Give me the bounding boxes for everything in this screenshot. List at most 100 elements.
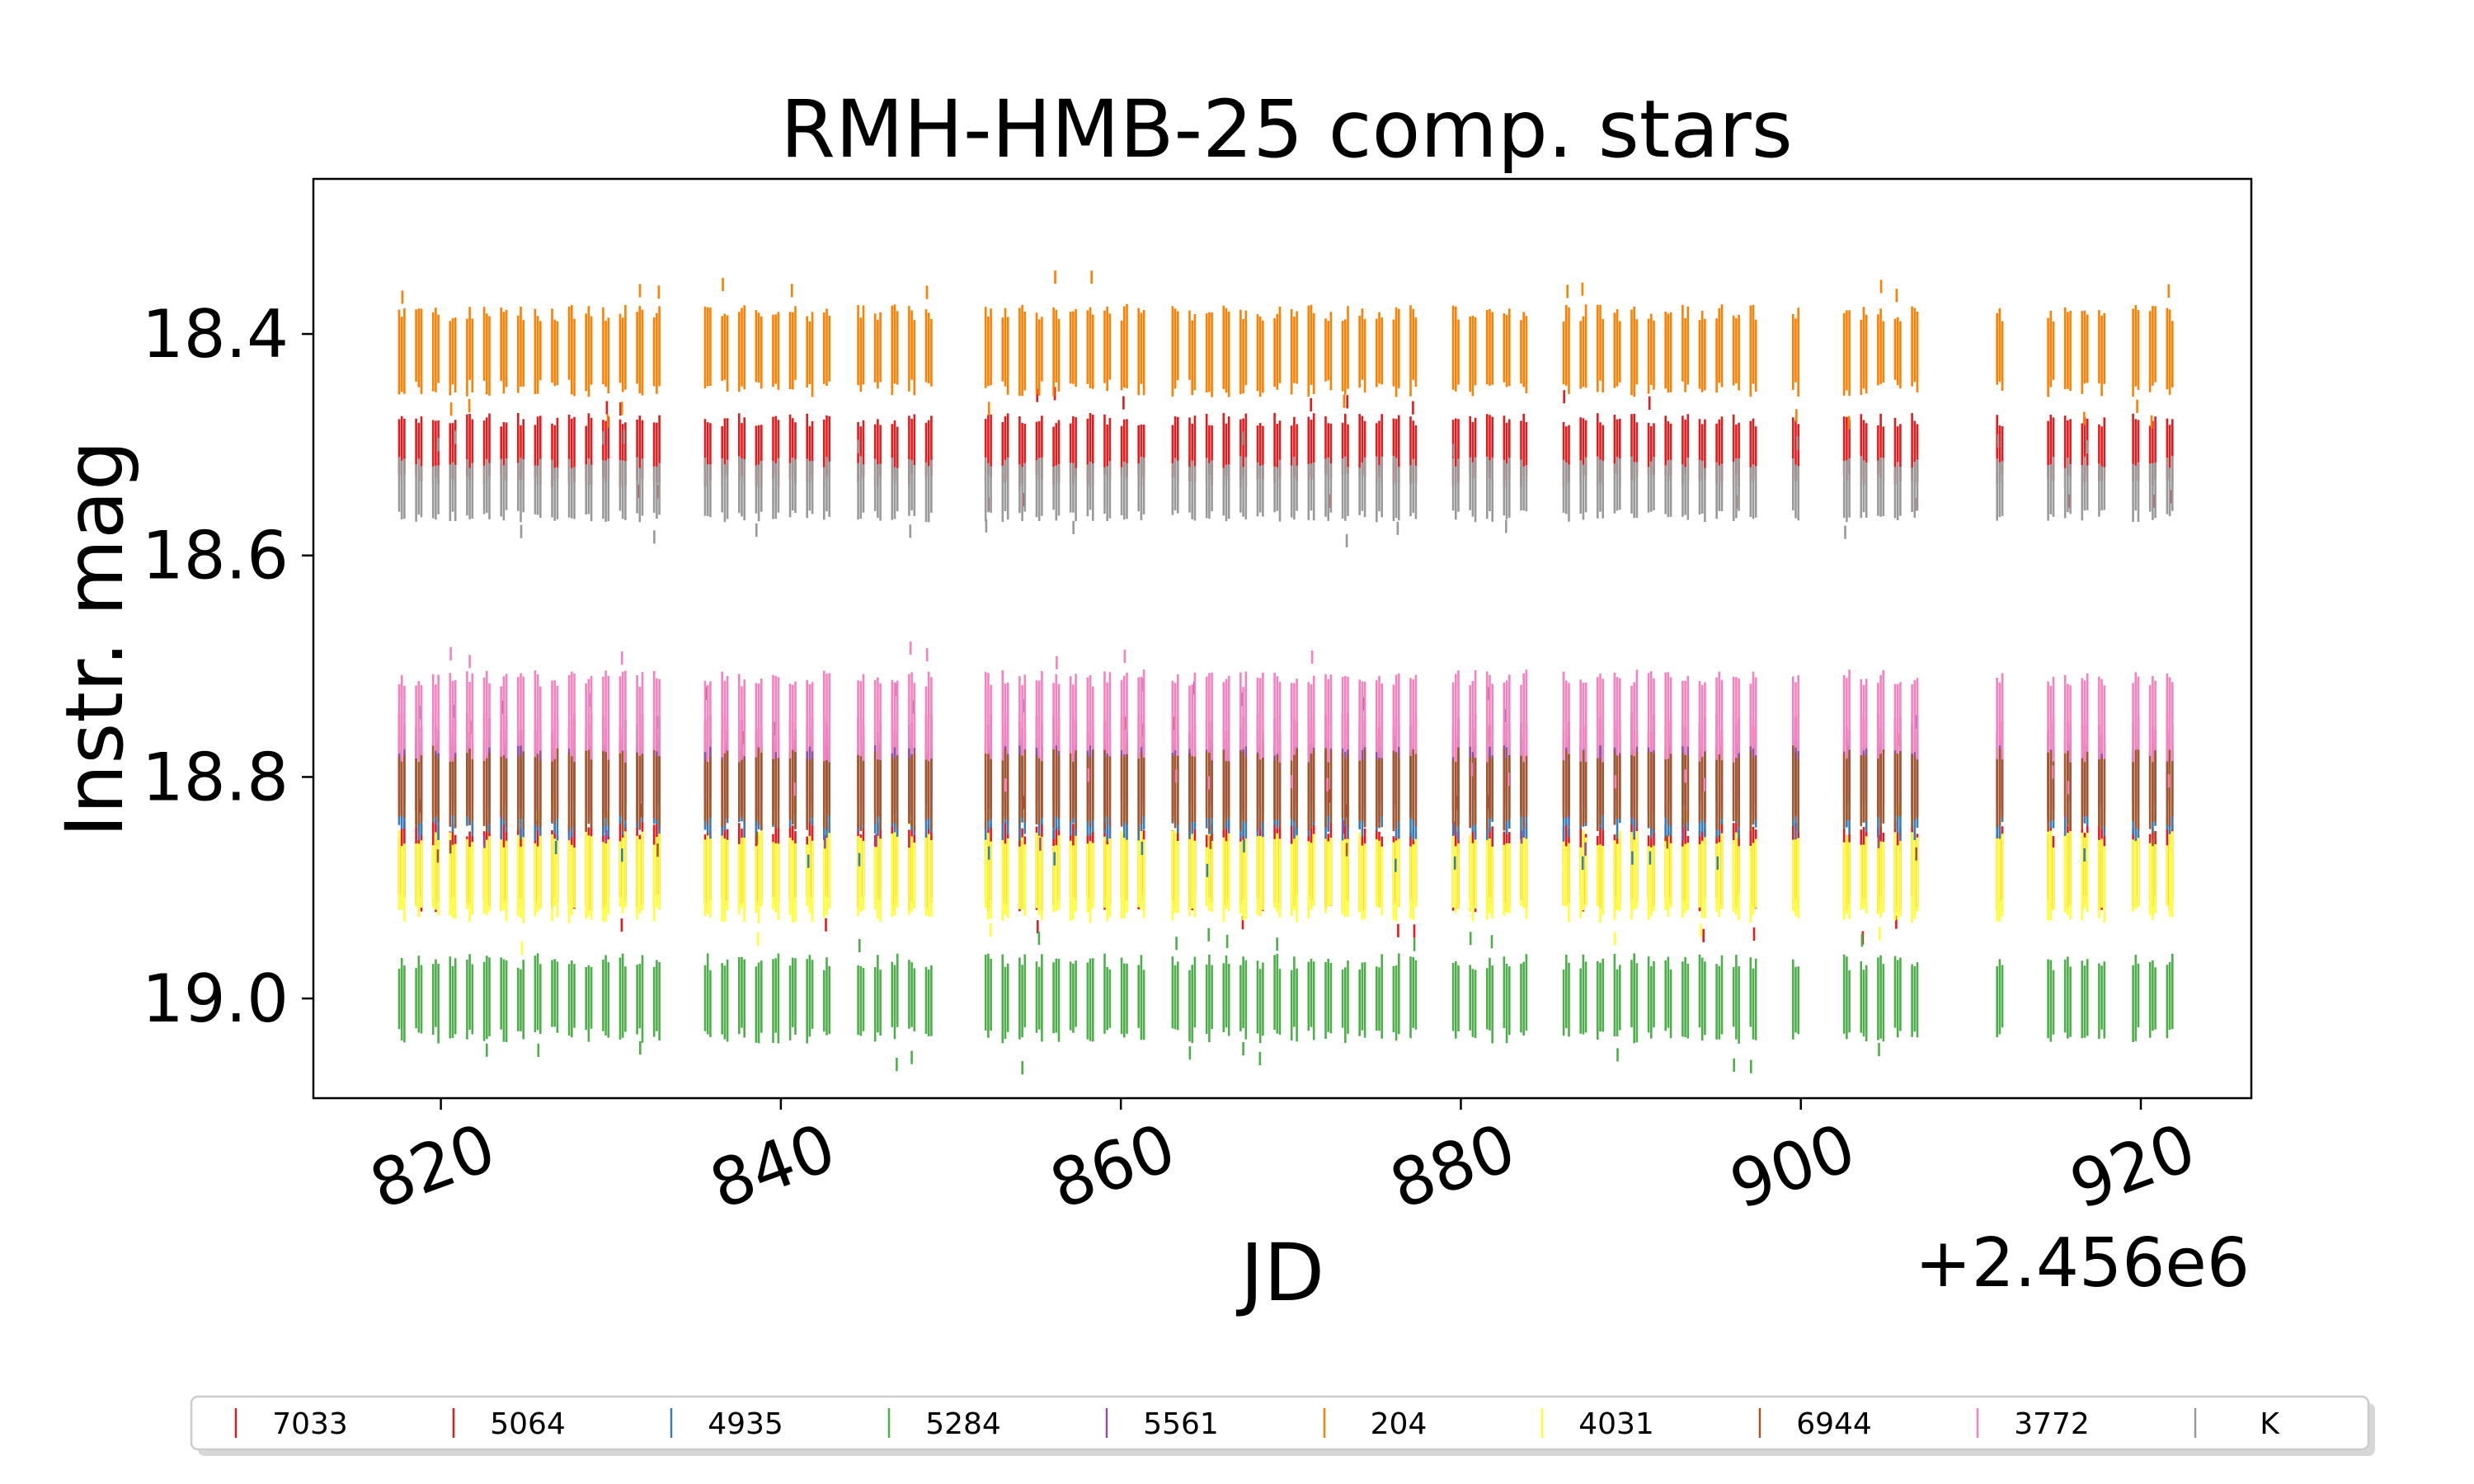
series-4031-night-48 [1324,836,1333,913]
series-6944-night-51 [1376,747,1383,829]
series-K-night-44 [1256,462,1264,517]
series-4031-night-63 [1630,831,1639,920]
series-204-night-26 [891,304,899,396]
series-5284-night-34 [1069,960,1077,1033]
series-3772-night-21 [788,681,797,796]
series-5284-night-81 [2098,961,2106,1040]
series-6944-night-45 [1273,752,1282,828]
legend-label-3772: 3772 [2014,1407,2090,1441]
series-K-night-10 [567,458,576,519]
series-6944-night-7 [517,748,524,830]
series-3772-night-31 [1018,674,1027,756]
series-K-night-32 [1035,457,1043,521]
axes-frame [312,177,2253,1100]
series-204-night-48 [1324,312,1333,391]
series-6944-night-16 [703,751,712,826]
series-204-night-3 [449,317,457,416]
series-5284-night-73 [1860,933,1868,1041]
legend-label-4935: 4935 [708,1407,783,1441]
series-K-night-73 [1860,456,1868,519]
series-3772-night-44 [1256,672,1264,760]
series-6944-night-8 [534,752,542,829]
legend-label-7033: 7033 [272,1407,348,1441]
series-204-night-50 [1358,308,1366,393]
series-5064-night-47 [1307,397,1315,480]
series-K-night-20 [772,458,780,519]
series-204 [397,270,2174,430]
series-K-night-46 [1290,457,1298,520]
series-K-night-67 [1698,459,1706,523]
series-3772-night-71 [1792,674,1799,751]
series-6944-night-20 [772,748,780,829]
series-6944-night-5 [482,753,491,832]
series-4031-night-75 [1893,805,1902,921]
series-5284-night-18 [738,956,745,1038]
series-3772-night-56 [1486,671,1493,763]
series-5284-night-69 [1732,955,1740,1072]
legend: 7033 5064 4935 5284 5561 204 4031 6944 3772 K [190,1395,2375,1456]
series-5064-night-49 [1341,395,1349,476]
series-K-night-57 [1503,458,1511,533]
series-204-night-10 [567,305,576,397]
series-K-night-45 [1273,459,1282,522]
series-4031-night-59 [1562,841,1570,923]
series-4031-night-27 [908,811,916,915]
series-6944-night-6 [500,745,508,827]
series-5064-night-79 [2063,416,2072,508]
series-5284-night-22 [806,955,814,1044]
series-204-night-9 [551,308,559,387]
series-4031-night-77 [1996,834,2004,922]
series-3772-night-26 [891,679,899,755]
series-5284-night-31 [1018,954,1027,1075]
series-204-night-38 [1137,308,1145,396]
series-4031-night-37 [1120,830,1128,919]
series-3772-night-46 [1290,679,1298,789]
series-204-night-25 [873,312,882,389]
series-5284-night-61 [1597,958,1604,1040]
series-204-night-74 [1877,279,1885,386]
series-5284-night-55 [1469,932,1477,1039]
series-K-night-43 [1239,431,1248,519]
series-3772-night-16 [703,680,712,763]
series-K-night-74 [1877,457,1885,517]
series-K-night-76 [1911,459,1919,518]
series-4031-night-26 [891,830,899,917]
series-3772-night-1 [415,681,423,763]
series-5284-night-10 [567,960,576,1038]
series-4031-night-14 [636,831,644,920]
series-3772-night-17 [721,671,729,758]
series-204-night-17 [721,278,729,392]
series-204-night-2 [431,308,440,392]
series-6944-night-63 [1630,749,1639,825]
series-5064-night-14 [636,416,644,498]
series-6944-night-42 [1222,750,1230,831]
series-5284-night-74 [1877,955,1885,1057]
series-5284-night-3 [449,956,457,1039]
series-K-night-16 [703,458,712,518]
series-5064-night-53 [1409,401,1418,484]
series-4031-night-7 [517,834,524,956]
series-6944-night-74 [1877,745,1885,828]
series-4031-night-10 [567,836,576,923]
series-5284-night-49 [1341,960,1349,1043]
y-tick-label-18.8: 18.8 [142,739,289,815]
series-6944-night-34 [1069,745,1077,829]
series-6944-night-40 [1188,744,1197,832]
series-3772-night-19 [755,679,763,758]
series-6944-night-17 [721,749,729,828]
series-3772-night-2 [431,674,440,754]
series-5064-night-31 [1018,416,1027,507]
series-4031-night-39 [1171,830,1179,921]
series-K-night-37 [1120,461,1128,520]
series-4031-night-8 [534,810,542,917]
series-204-night-41 [1205,312,1213,397]
series-6944-night-43 [1239,749,1248,831]
series-K [397,430,2174,547]
series-3772-night-39 [1171,674,1179,783]
series-204-night-65 [1664,311,1672,393]
series-204-night-66 [1681,304,1690,392]
series-5284-night-66 [1681,956,1690,1039]
series-4031-night-68 [1715,833,1724,918]
series-4031-night-45 [1273,833,1282,918]
